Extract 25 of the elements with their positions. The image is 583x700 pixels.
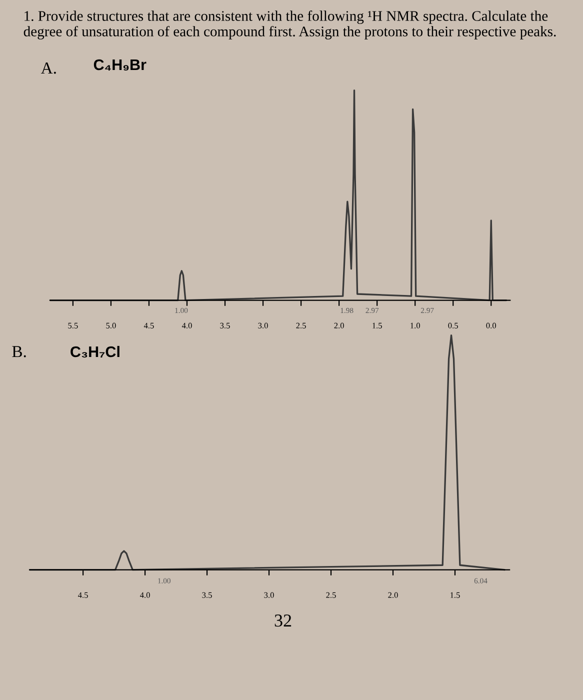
x-tick-label: 1.5 <box>372 322 382 328</box>
text: B. <box>12 346 26 358</box>
x-tick-label: 4.5 <box>78 592 88 598</box>
x-tick-label: 3.0 <box>264 592 274 598</box>
annotation: C₃H₇Cl <box>70 346 120 358</box>
x-tick-label: 5.0 <box>106 322 116 328</box>
x-tick-label: 4.0 <box>140 592 150 598</box>
x-tick-label: 2.0 <box>334 322 344 328</box>
x-tick-label: 1.5 <box>450 592 460 598</box>
x-tick-label: 3.5 <box>202 592 212 598</box>
x-tick-label: 2.5 <box>296 322 306 328</box>
text: A. <box>40 62 56 74</box>
x-tick-label: 2.5 <box>326 592 336 598</box>
x-tick-label: 1.0 <box>410 322 420 328</box>
x-tick-label: 5.5 <box>68 322 78 328</box>
x-tick-label: 0.5 <box>448 322 458 328</box>
text: 32 <box>274 614 292 627</box>
x-tick-label: 0.0 <box>486 322 496 328</box>
x-tick-label: 4.5 <box>144 322 154 328</box>
x-tick-label: 4.0 <box>182 322 192 328</box>
chart-title: 1. Provide structures that are consistent with the following ¹H NMR spectra. Calculate the degree of unsaturation of each compound first. Assign the protons to their respective peaks. <box>24 10 556 40</box>
x-tick-label: 3.5 <box>220 322 230 328</box>
x-tick-label: 2.0 <box>388 592 398 598</box>
text: C₄H₉Br <box>94 59 146 71</box>
x-tick-label: 3.0 <box>258 322 268 328</box>
